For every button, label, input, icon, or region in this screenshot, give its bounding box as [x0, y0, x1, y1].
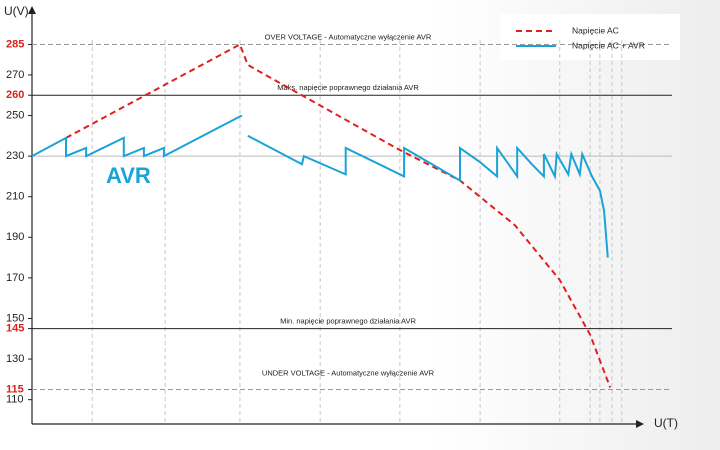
reference-label: Min. napięcie poprawnego działania AVR: [280, 317, 416, 326]
y-tick-label: 170: [6, 272, 24, 284]
y-tick-label: 270: [6, 69, 24, 81]
y-tick-label: 145: [6, 323, 24, 335]
y-tick-label: 250: [6, 109, 24, 121]
y-tick-label: 190: [6, 231, 24, 243]
x-axis-label: U(T): [654, 416, 678, 430]
y-tick-label: 260: [6, 89, 24, 101]
legend-box: [500, 14, 680, 60]
y-tick-label: 150: [6, 312, 24, 324]
reference-label: OVER VOLTAGE - Automatyczne wyłączenie A…: [265, 32, 432, 41]
reference-label: UNDER VOLTAGE - Automatyczne wyłączenie …: [262, 368, 435, 377]
reference-label: Maks. napięcie poprawnego działania AVR: [277, 83, 419, 92]
y-tick-label: 285: [6, 38, 24, 50]
series-line: [31, 114, 609, 258]
x-axis-arrow: [636, 420, 644, 428]
y-axis-label: U(V): [4, 4, 29, 18]
legend-label: Napięcie AC: [572, 25, 619, 35]
legend-label: Napięcie AC + AVR: [572, 40, 645, 50]
series-line: [65, 43, 612, 388]
y-tick-label: 115: [6, 383, 24, 395]
annotation: AVR: [106, 163, 151, 188]
y-axis-arrow: [28, 6, 36, 14]
y-tick-label: 130: [6, 353, 24, 365]
y-tick-label: 210: [6, 191, 24, 203]
y-tick-label: 230: [6, 150, 24, 162]
y-tick-label: 110: [6, 394, 24, 406]
